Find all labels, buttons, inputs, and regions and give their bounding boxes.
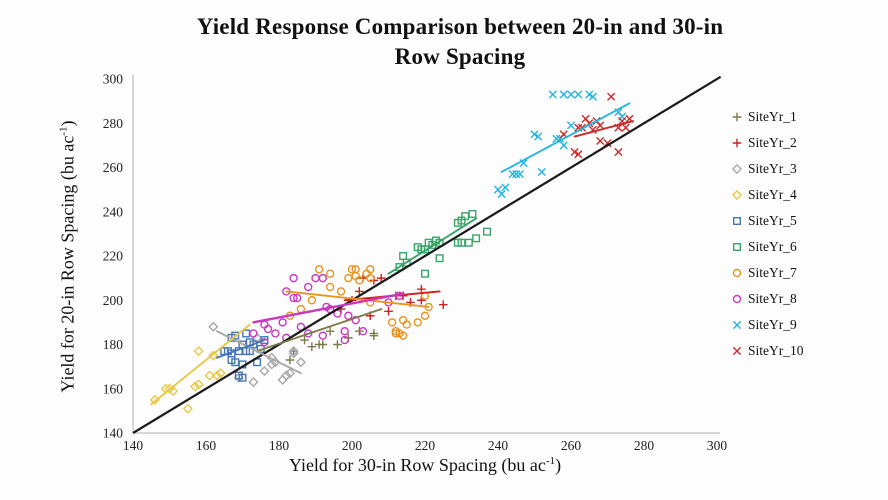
- legend-item-siteyr-8: SiteYr_8: [731, 286, 881, 312]
- x-axis-title-sup: -1: [545, 455, 556, 467]
- legend-label: SiteYr_3: [748, 161, 797, 176]
- square-marker-icon: [733, 217, 741, 225]
- y-axis-title-text: Yield for 20-in Row Spacing (bu ac: [57, 135, 78, 393]
- legend-item-siteyr-7: SiteYr_7: [731, 260, 881, 286]
- svg-text:160: 160: [196, 438, 217, 453]
- svg-text:200: 200: [342, 438, 363, 453]
- x-marker-icon: [732, 346, 742, 356]
- svg-text:280: 280: [103, 116, 124, 131]
- svg-text:260: 260: [103, 160, 124, 175]
- svg-text:140: 140: [123, 438, 144, 453]
- x-axis-title-text: Yield for 30-in Row Spacing (bu ac: [288, 455, 546, 475]
- svg-text:180: 180: [269, 438, 290, 453]
- y-axis-title-sup: -1: [57, 126, 70, 136]
- legend-item-siteyr-4: SiteYr_4: [731, 182, 881, 208]
- legend-label: SiteYr_2: [748, 135, 797, 150]
- y-axis-title: Yield for 20-in Row Spacing (bu ac-1): [58, 77, 79, 437]
- y-axis-title-end: ): [57, 120, 78, 127]
- legend-label: SiteYr_6: [748, 239, 797, 254]
- circle-marker-icon: [732, 294, 742, 304]
- legend-item-siteyr-6: SiteYr_6: [731, 234, 881, 260]
- legend-label: SiteYr_7: [748, 265, 797, 280]
- legend-item-siteyr-2: SiteYr_2: [731, 130, 881, 156]
- svg-text:220: 220: [415, 438, 436, 453]
- svg-text:240: 240: [488, 438, 509, 453]
- svg-text:140: 140: [103, 426, 124, 441]
- legend-item-siteyr-3: SiteYr_3: [731, 156, 881, 182]
- diamond-marker-icon: [731, 163, 743, 175]
- chart-title-line1: Yield Response Comparison between 20-in …: [196, 14, 724, 39]
- legend-item-siteyr-5: SiteYr_5: [731, 208, 881, 234]
- legend-label: SiteYr_1: [748, 109, 797, 124]
- chart-title-line2: Row Spacing: [394, 44, 526, 69]
- plus-marker-icon: [732, 112, 742, 122]
- svg-text:300: 300: [707, 438, 728, 453]
- svg-text:280: 280: [634, 438, 655, 453]
- svg-text:240: 240: [103, 204, 124, 219]
- diamond-marker-icon: [731, 189, 743, 201]
- x-axis-title-end: ): [555, 455, 562, 475]
- svg-text:300: 300: [103, 72, 124, 87]
- legend-label: SiteYr_4: [748, 187, 797, 202]
- svg-text:260: 260: [561, 438, 582, 453]
- svg-text:180: 180: [103, 337, 124, 352]
- x-axis-title: Yield for 30-in Row Spacing (bu ac-1): [133, 455, 717, 476]
- svg-text:160: 160: [103, 381, 124, 396]
- legend-label: SiteYr_8: [748, 291, 797, 306]
- plus-marker-icon: [732, 138, 742, 148]
- circle-marker-icon: [732, 268, 742, 278]
- chart-title: Yield Response Comparison between 20-in …: [148, 12, 772, 72]
- legend-item-siteyr-9: SiteYr_9: [731, 312, 881, 338]
- x-marker-icon: [732, 320, 742, 330]
- legend-item-siteyr-10: SiteYr_10: [731, 338, 881, 364]
- legend-label: SiteYr_5: [748, 213, 797, 228]
- svg-text:220: 220: [103, 249, 124, 264]
- svg-text:200: 200: [103, 293, 124, 308]
- square-marker-icon: [733, 243, 741, 251]
- legend-item-siteyr-1: SiteYr_1: [731, 104, 881, 130]
- legend-label: SiteYr_9: [748, 317, 797, 332]
- legend: SiteYr_1 SiteYr_2 SiteYr_3 SiteYr_4 Site…: [731, 104, 881, 364]
- legend-label: SiteYr_10: [748, 343, 804, 358]
